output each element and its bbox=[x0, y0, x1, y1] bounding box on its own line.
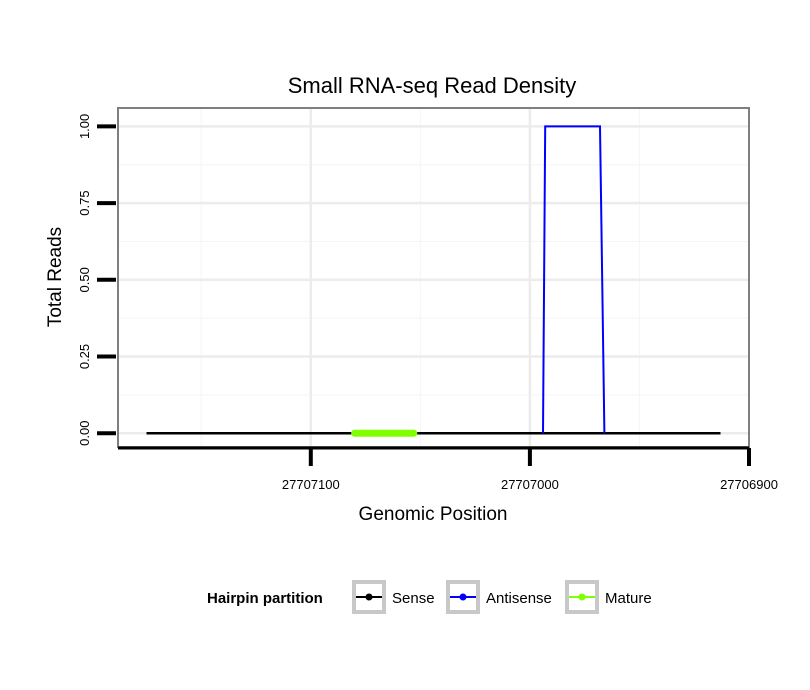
x-tick-label: 27707100 bbox=[282, 477, 340, 492]
legend-key-point bbox=[365, 593, 373, 601]
legend-title: Hairpin partition bbox=[207, 590, 323, 607]
series-layer bbox=[146, 125, 721, 437]
legend-label-mature: Mature bbox=[605, 590, 652, 607]
y-axis: 0.00 0.25 0.50 0.75 1.00 bbox=[77, 114, 116, 446]
y-tick-label: 0.75 bbox=[77, 190, 92, 215]
chart-title: Small RNA-seq Read Density bbox=[288, 73, 577, 98]
x-axis: 27707100 27707000 27706900 bbox=[118, 446, 778, 492]
legend-label-sense: Sense bbox=[392, 590, 435, 607]
y-tick-label: 1.00 bbox=[77, 114, 92, 139]
legend: Hairpin partition Sense Antisense Mature bbox=[207, 580, 652, 614]
y-axis-title: Total Reads bbox=[45, 227, 66, 327]
plot-panel bbox=[118, 108, 749, 447]
legend-key-point bbox=[459, 593, 467, 601]
y-tick-label: 0.25 bbox=[77, 344, 92, 369]
x-axis-title: Genomic Position bbox=[359, 504, 508, 525]
legend-label-antisense: Antisense bbox=[486, 590, 552, 607]
x-tick-label: 27706900 bbox=[720, 477, 778, 492]
y-tick-label: 0.00 bbox=[77, 421, 92, 446]
x-tick-label: 27707000 bbox=[501, 477, 559, 492]
legend-key-point bbox=[578, 593, 586, 601]
y-tick-label: 0.50 bbox=[77, 267, 92, 292]
series-line-antisense bbox=[542, 125, 606, 434]
grid-minor bbox=[118, 108, 749, 447]
plot-area bbox=[117, 107, 750, 448]
